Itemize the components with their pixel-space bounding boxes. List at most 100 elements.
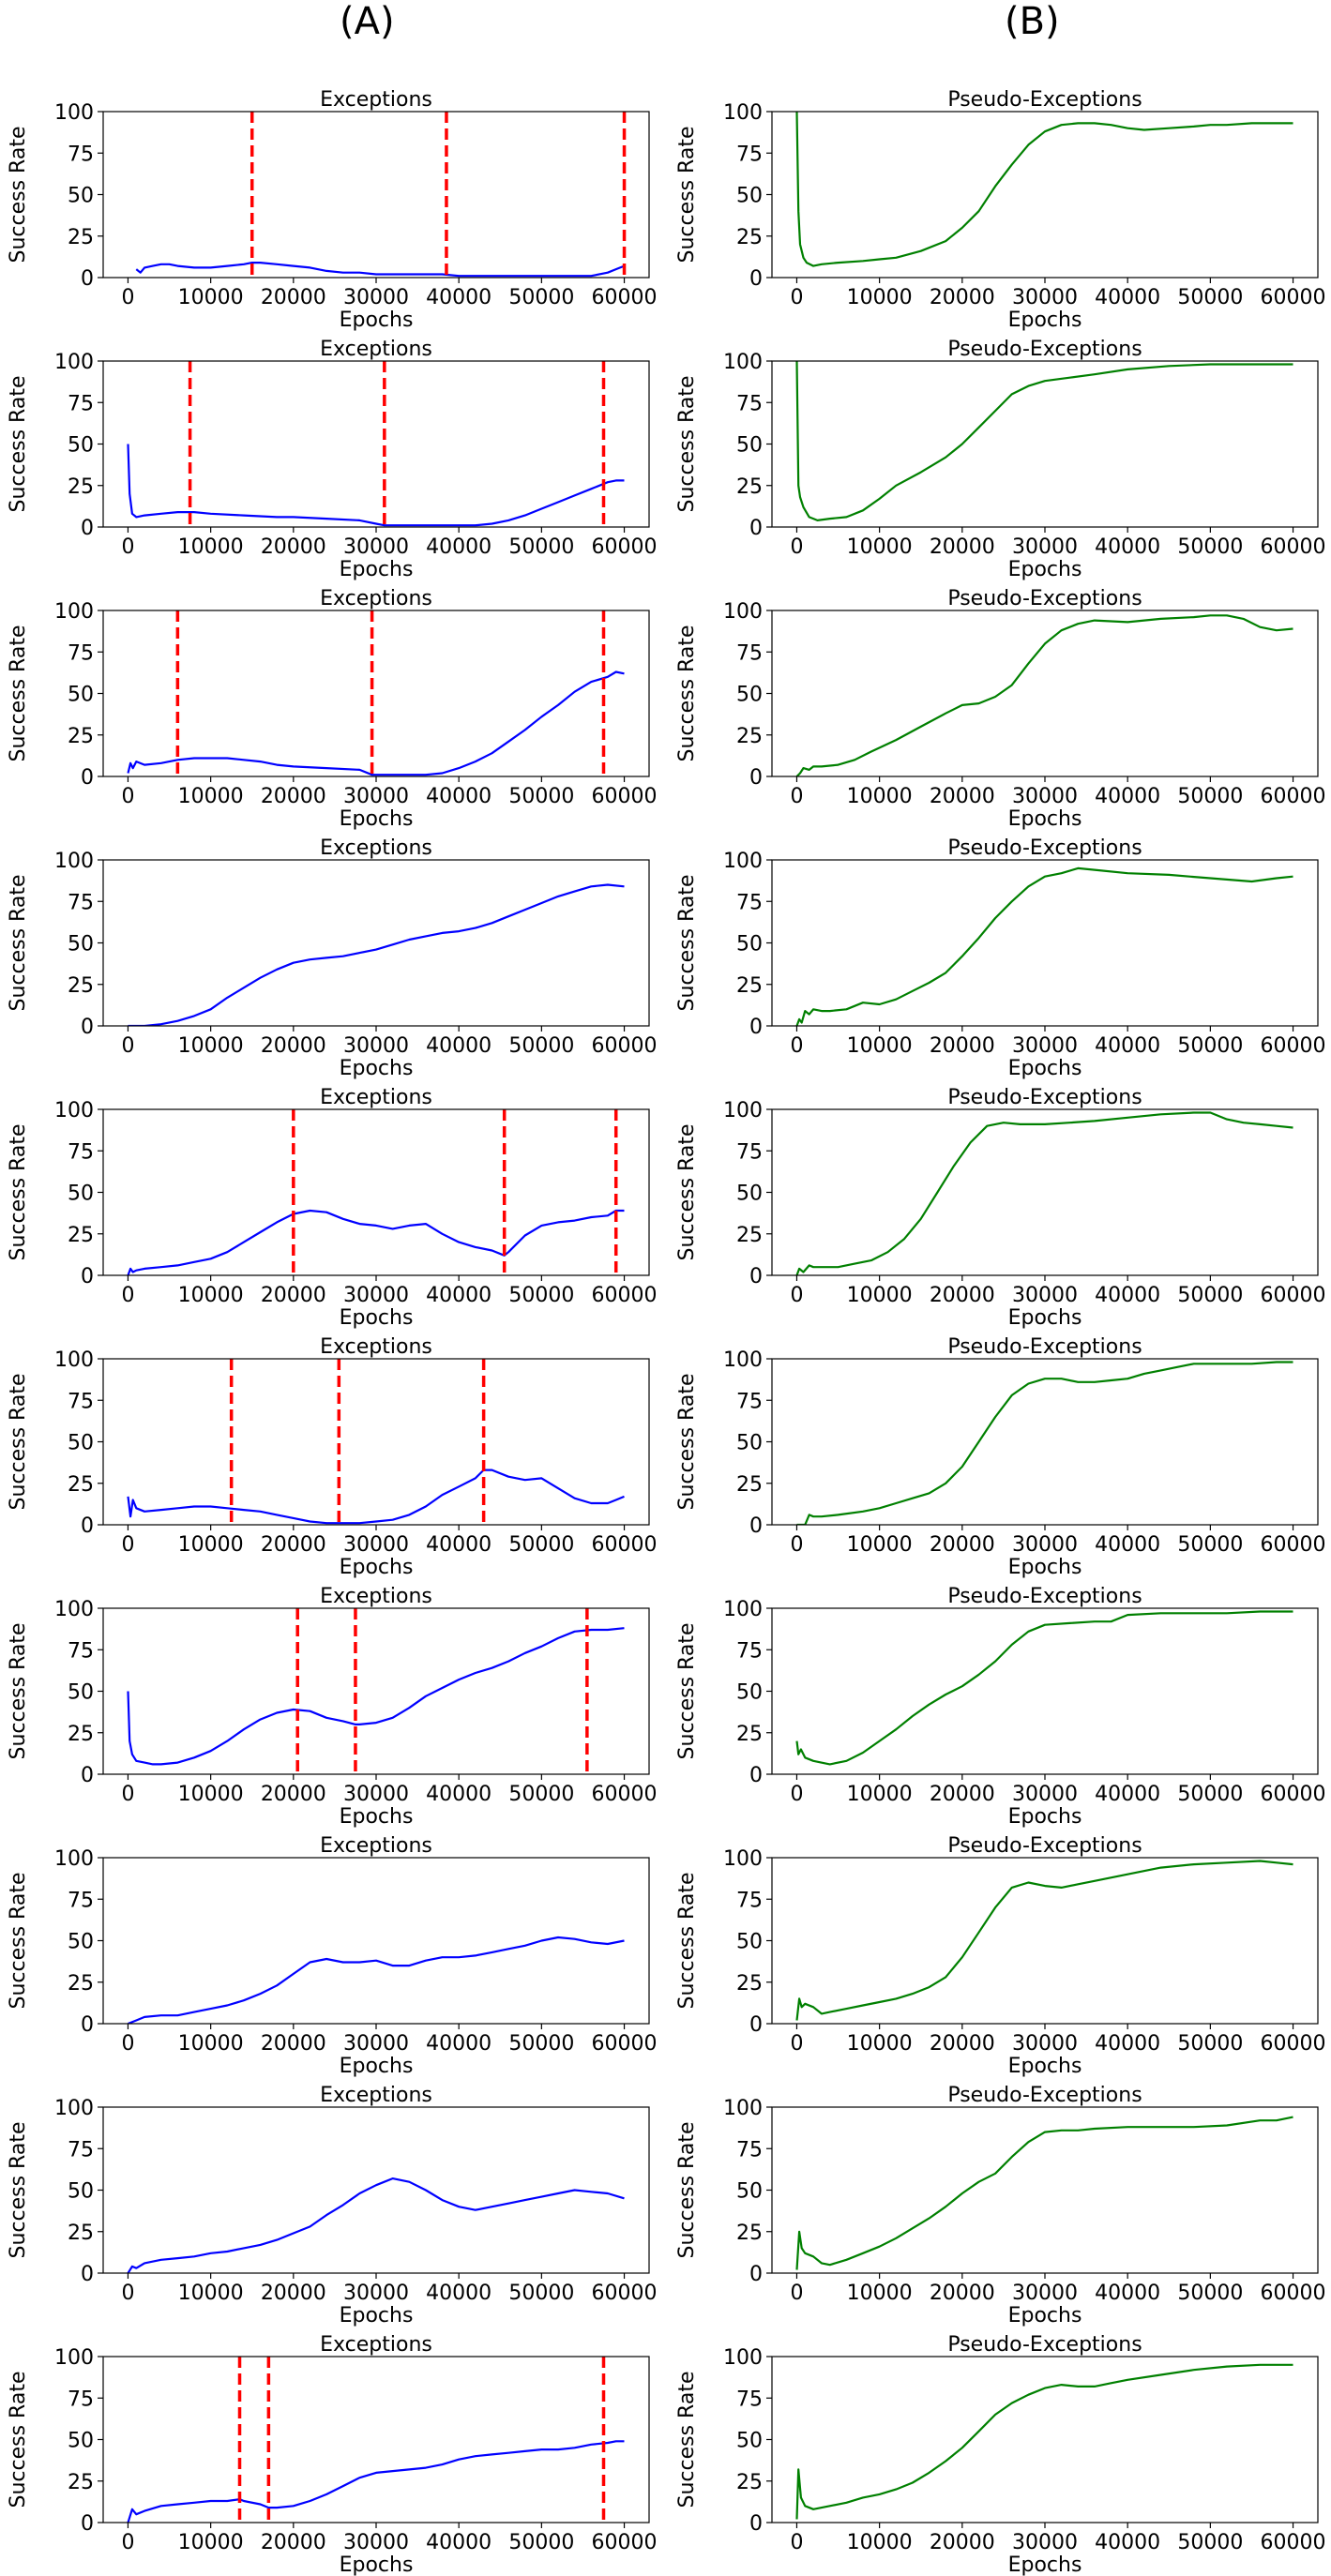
y-axis-label: Success Rate [7, 1873, 30, 2010]
series-line [795, 614, 1293, 776]
x-tick-label: 60000 [1261, 2531, 1326, 2554]
y-tick-label: 25 [68, 2222, 94, 2245]
series-line [795, 361, 1293, 522]
x-tick-label: 20000 [261, 2282, 326, 2305]
x-tick-label: 30000 [343, 1284, 409, 1307]
subplot-title: Exceptions [320, 2333, 432, 2357]
subplot-title: Exceptions [320, 1086, 432, 1109]
x-tick-label: 50000 [508, 286, 574, 309]
y-tick-label: 25 [736, 725, 763, 748]
y-tick-label: 75 [736, 2138, 763, 2162]
y-tick-label: 25 [68, 974, 94, 998]
y-axis-label: Success Rate [675, 1374, 699, 1511]
x-tick-label: 20000 [261, 2032, 326, 2056]
x-tick-label: 40000 [1095, 2032, 1160, 2056]
plot-frame [771, 360, 1319, 528]
y-axis-label: Success Rate [7, 625, 30, 762]
y-tick-label: 0 [81, 2013, 94, 2037]
x-tick-label: 20000 [930, 535, 995, 559]
plot-frame [771, 1857, 1319, 2025]
y-tick-label: 25 [68, 1473, 94, 1497]
subplot-title: Exceptions [320, 1335, 432, 1359]
series-line [127, 1469, 625, 1525]
subplot-title: Pseudo-Exceptions [947, 1834, 1142, 1858]
x-tick-label: 50000 [1177, 785, 1243, 808]
y-tick-label: 50 [68, 2430, 94, 2453]
subplot-B8: Pseudo-Exceptions 0 10000 20000 30000 40000 50… [675, 1834, 1326, 2078]
y-tick-label: 0 [749, 517, 763, 540]
x-tick-label: 50000 [1177, 1284, 1243, 1307]
y-tick-label: 100 [54, 1598, 94, 1621]
y-axis-label: Success Rate [675, 2122, 699, 2259]
x-tick-label: 10000 [178, 1783, 244, 1806]
subplot-B9: Pseudo-Exceptions 0 10000 20000 30000 40000 50… [675, 2084, 1326, 2327]
plot-frame [102, 111, 650, 279]
y-tick-label: 100 [54, 1099, 94, 1122]
x-tick-label: 40000 [1095, 1783, 1160, 1806]
x-tick-label: 40000 [426, 1783, 492, 1806]
y-tick-label: 100 [723, 1099, 763, 1122]
x-tick-label: 10000 [178, 1034, 244, 1058]
plot-frame [771, 610, 1319, 777]
x-tick-label: 30000 [343, 1783, 409, 1806]
plot-frame [102, 1857, 650, 2025]
series-line [796, 1361, 1293, 1525]
x-tick-label: 30000 [1012, 2282, 1078, 2305]
subplot-title: Pseudo-Exceptions [947, 88, 1142, 112]
x-axis-label: Epochs [1008, 1057, 1082, 1080]
y-tick-label: 100 [723, 101, 763, 125]
x-tick-label: 30000 [1012, 785, 1078, 808]
y-tick-label: 50 [68, 1681, 94, 1705]
y-tick-label: 75 [736, 1140, 763, 1164]
series-line [127, 2440, 625, 2523]
x-tick-label: 40000 [1095, 286, 1160, 309]
plot-frame [771, 859, 1319, 1027]
x-tick-label: 20000 [930, 2282, 995, 2305]
x-tick-label: 20000 [261, 1284, 326, 1307]
y-tick-label: 75 [68, 143, 94, 166]
x-axis-label: Epochs [340, 2055, 414, 2078]
x-tick-label: 60000 [592, 1533, 658, 1557]
subplot-B3: Pseudo-Exceptions 0 10000 20000 30000 40000 50… [675, 587, 1326, 831]
x-tick-label: 60000 [1261, 2032, 1326, 2056]
y-tick-label: 100 [54, 101, 94, 125]
subplot-B1: Pseudo-Exceptions 0 10000 20000 30000 40000 50… [675, 88, 1326, 332]
x-tick-label: 10000 [178, 2531, 244, 2554]
x-tick-label: 40000 [1095, 785, 1160, 808]
y-axis-label: Success Rate [675, 376, 699, 513]
y-tick-label: 75 [68, 1390, 94, 1413]
y-tick-label: 100 [54, 351, 94, 374]
y-tick-label: 25 [736, 1972, 763, 1996]
y-tick-label: 75 [68, 392, 94, 415]
y-tick-label: 50 [736, 1681, 763, 1705]
subplot-B2: Pseudo-Exceptions 0 10000 20000 30000 40000 50… [675, 338, 1326, 581]
x-tick-label: 50000 [1177, 535, 1243, 559]
y-tick-label: 100 [723, 1348, 763, 1372]
y-tick-label: 50 [736, 933, 763, 957]
x-tick-label: 50000 [508, 2282, 574, 2305]
y-tick-label: 100 [54, 2097, 94, 2120]
x-tick-label: 50000 [1177, 2531, 1243, 2554]
y-tick-label: 0 [81, 517, 94, 540]
x-tick-label: 20000 [930, 1034, 995, 1058]
y-tick-label: 75 [68, 2138, 94, 2162]
x-tick-label: 20000 [930, 1783, 995, 1806]
x-tick-label: 40000 [1095, 535, 1160, 559]
x-tick-label: 30000 [1012, 1034, 1078, 1058]
series-line [795, 2363, 1293, 2520]
y-tick-label: 25 [736, 2471, 763, 2494]
x-tick-label: 50000 [508, 1783, 574, 1806]
subplot-title: Exceptions [320, 2084, 432, 2107]
x-tick-label: 40000 [426, 286, 492, 309]
x-tick-label: 50000 [508, 2032, 574, 2056]
x-tick-label: 10000 [178, 2282, 244, 2305]
x-axis-label: Epochs [1008, 309, 1082, 332]
x-tick-label: 30000 [1012, 286, 1078, 309]
x-tick-label: 0 [790, 286, 803, 309]
y-tick-label: 25 [736, 1473, 763, 1497]
y-tick-label: 0 [749, 2263, 763, 2286]
x-tick-label: 20000 [261, 785, 326, 808]
series-line [795, 1111, 1293, 1275]
plot-frame [102, 1358, 650, 1526]
